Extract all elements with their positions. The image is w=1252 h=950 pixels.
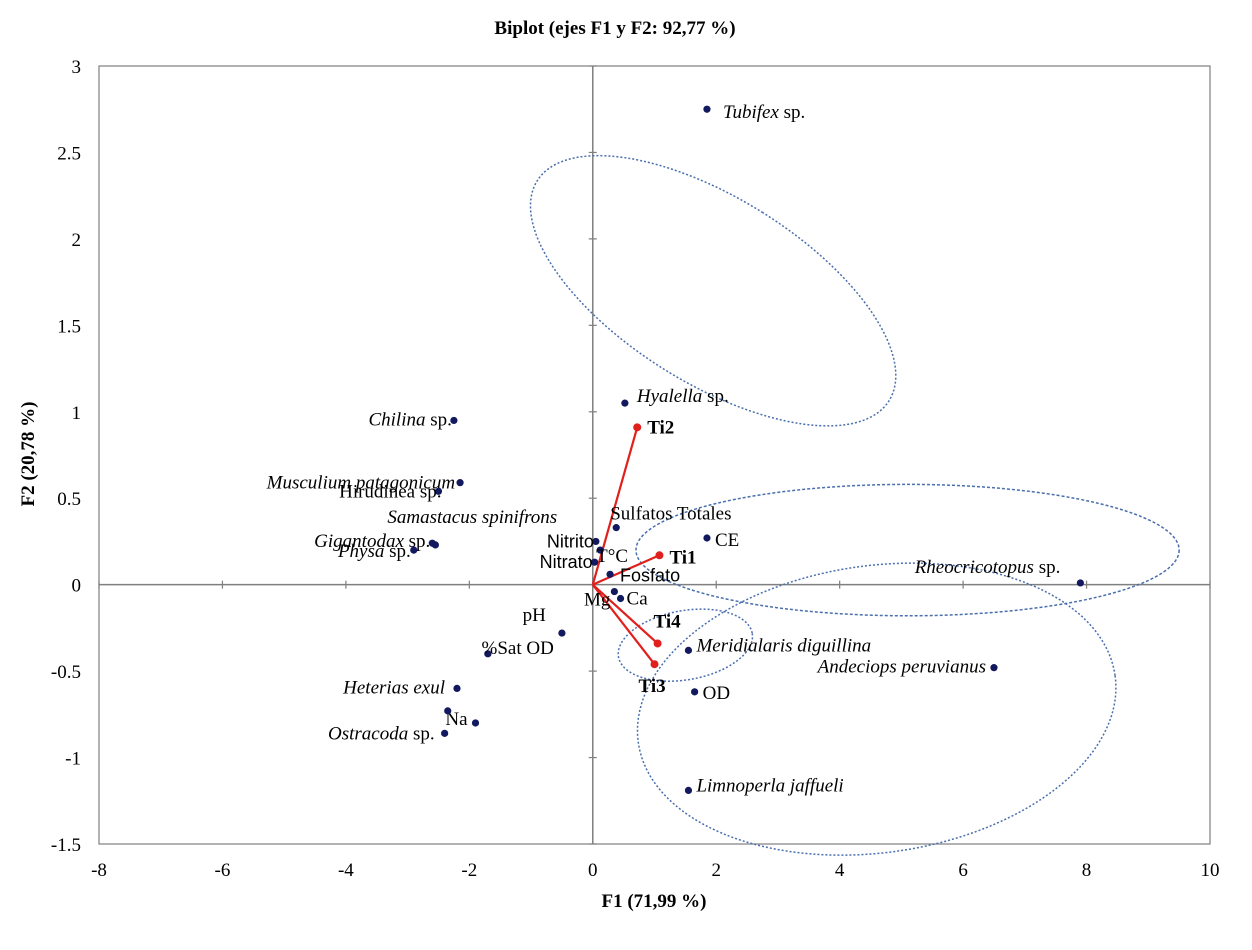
y-tick-label: 1.5 [57, 316, 81, 337]
species-label: Hyalella sp. [636, 386, 729, 407]
x-tick-label: 4 [835, 860, 845, 881]
species-label: Physa sp. [337, 541, 411, 562]
species-point [703, 105, 711, 113]
species-label: Samastacus spinifrons [387, 507, 557, 528]
variable-label: Sulfatos Totales [610, 504, 731, 525]
variable-label: pH [523, 605, 547, 626]
variable-label: Mg [584, 590, 611, 611]
variable-label: Nitrito [547, 531, 594, 551]
species-point [1076, 579, 1084, 587]
species-point [450, 416, 458, 425]
variable-label: Ca [627, 588, 649, 609]
variable-point [471, 719, 480, 727]
y-tick-label: -1 [65, 749, 81, 770]
y-tick-label: 2 [72, 230, 82, 251]
site-vector [591, 427, 639, 585]
variable-point [606, 570, 614, 578]
variable-label: Fosfato [620, 565, 680, 585]
species-point [621, 399, 629, 407]
species-point [684, 646, 693, 654]
x-tick-label: 10 [1201, 860, 1220, 881]
variable-label: %Sat OD [482, 638, 554, 659]
y-tick-label: 2.5 [57, 143, 81, 164]
y-tick-label: 0 [72, 576, 82, 597]
site-vector [592, 583, 659, 645]
species-point [456, 479, 464, 487]
group-ellipse [529, 154, 897, 427]
species-label: Meridialaris diguillina [695, 635, 871, 656]
y-tick-label: 3 [72, 57, 82, 78]
x-axis-label: F1 (71,99 %) [601, 891, 706, 912]
variable-label: Hirudinea sp. [339, 481, 441, 502]
group-ellipse [636, 562, 1117, 856]
x-tick-label: 6 [958, 860, 968, 881]
species-point [428, 539, 436, 547]
variable-label: CE [715, 530, 739, 551]
group-ellipse [617, 608, 754, 682]
species-label: Heterias exul [342, 677, 445, 698]
y-tick-label: -0.5 [51, 662, 81, 683]
species-label: Rheocricotopus sp. [914, 557, 1061, 578]
variable-label: Nitrato [540, 552, 593, 572]
x-tick-label: 0 [588, 860, 598, 881]
x-tick-label: 8 [1082, 860, 1092, 881]
species-point [990, 664, 998, 672]
variable-point [612, 524, 620, 532]
species-label: Andeciops peruvianus [816, 657, 986, 678]
site-point [650, 660, 659, 669]
site-label: Ti4 [654, 611, 682, 632]
site-point [655, 551, 664, 560]
group-ellipse [635, 483, 1180, 617]
chart-title: Biplot (ejes F1 y F2: 92,77 %) [494, 18, 735, 39]
species-point [453, 684, 461, 693]
x-tick-label: -8 [91, 860, 107, 881]
species-point [684, 786, 693, 795]
species-label: Musculium patagonicum [266, 473, 455, 494]
variable-label: Na [445, 709, 468, 730]
y-tick-label: 0.5 [57, 489, 81, 510]
plot-area: -8 -6 -4 -2 0 2 4 6 8 10 -1.5 -1 -0.5 0 0.5 1 1.5 2 2.5 3 Tu… [51, 57, 1220, 881]
variable-point [591, 558, 599, 566]
x-tick-label: -6 [215, 860, 231, 881]
species-label: Tubifex sp. [723, 102, 805, 123]
site-vector [591, 583, 656, 665]
species-label: Gigantodax sp. [314, 531, 430, 552]
site-label: Ti1 [669, 547, 696, 568]
species-point [441, 729, 449, 737]
y-axis-label: F2 (20,78 %) [18, 401, 39, 506]
species-label: Limnoperla jaffueli [695, 775, 843, 796]
x-tick-label: -2 [461, 860, 477, 881]
site-label: Ti3 [639, 676, 666, 697]
species-point [410, 546, 418, 554]
variable-point [484, 650, 492, 658]
site-label: Ti2 [647, 417, 674, 438]
variable-point [703, 534, 711, 542]
variable-label: OD [703, 683, 730, 704]
site-point [633, 423, 642, 432]
variable-point [558, 629, 566, 637]
site-point [653, 639, 662, 648]
x-tick-label: 2 [711, 860, 721, 881]
variable-point [592, 537, 600, 546]
variable-point [596, 546, 604, 554]
variable-point [610, 587, 618, 596]
species-label: Chilina sp. [368, 409, 451, 430]
site-vector [592, 554, 660, 586]
y-tick-label: 1 [72, 403, 82, 424]
variable-point [616, 594, 625, 603]
variable-point [691, 688, 699, 696]
variable-point [444, 707, 452, 715]
species-label: Ostracoda sp. [328, 723, 435, 744]
variable-label: T°C [596, 546, 628, 567]
y-tick-label: -1.5 [51, 835, 81, 856]
x-tick-label: -4 [338, 860, 354, 881]
variable-point [434, 487, 443, 495]
plot-frame [98, 65, 1211, 845]
